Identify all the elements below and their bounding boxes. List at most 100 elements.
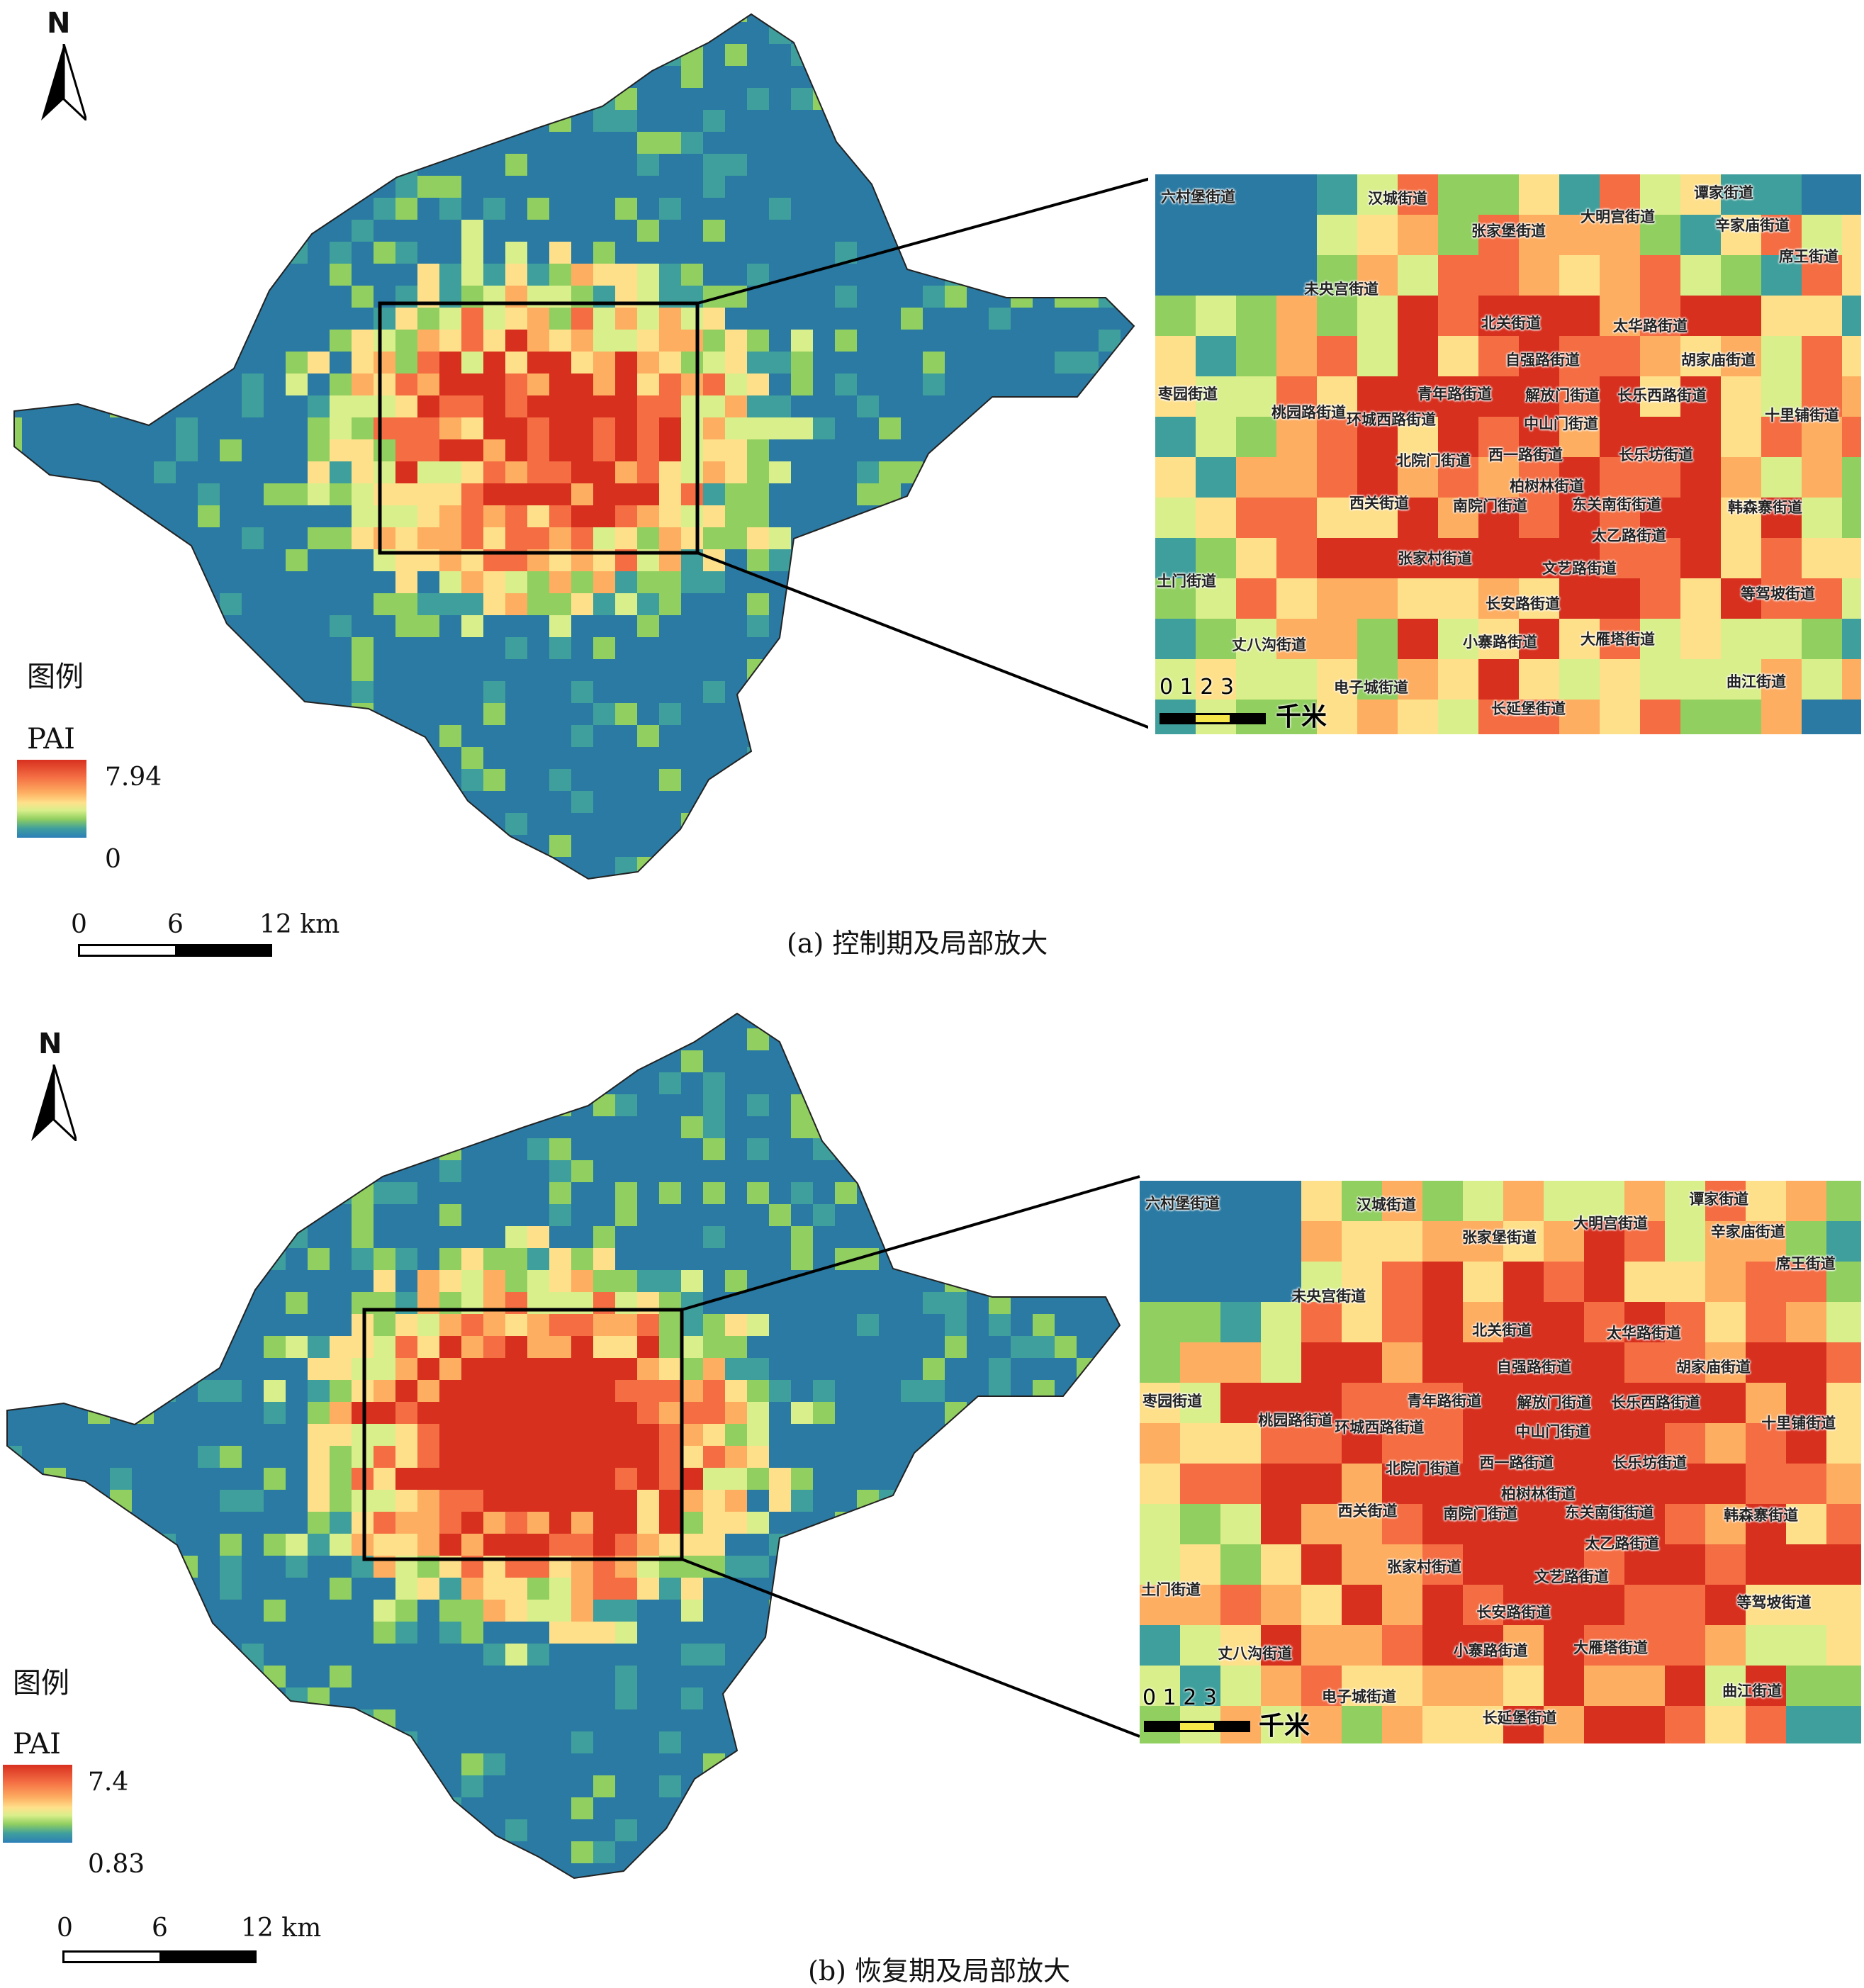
street-label: 丈八沟街道 [1232, 636, 1306, 653]
street-label: 等驾坡街道 [1736, 1593, 1812, 1611]
scale-label-12: 12 km [241, 1914, 322, 1943]
street-label: 谭家街道 [1694, 184, 1753, 201]
street-label: 长延堡街道 [1482, 1709, 1557, 1726]
street-label: 席王街道 [1775, 1254, 1836, 1272]
street-label: 北院门街道 [1396, 452, 1471, 469]
street-label: 长延堡街道 [1491, 700, 1566, 717]
main-map-a [13, 13, 1148, 880]
street-label: 柏树林街道 [1501, 1486, 1576, 1503]
street-label: 大明宫街道 [1581, 208, 1655, 225]
street-label: 张家堡街道 [1461, 1229, 1537, 1247]
street-label: 北关街道 [1481, 315, 1541, 332]
inset-cells-a [1155, 174, 1861, 734]
street-label: 太华路街道 [1606, 1324, 1681, 1342]
street-label: 中山门街道 [1515, 1422, 1590, 1440]
street-label: 电子城街道 [1322, 1687, 1397, 1705]
street-label: 环城西路街道 [1335, 1418, 1425, 1436]
street-label: 长乐坊街道 [1619, 447, 1693, 464]
city-boundary-a [13, 13, 1135, 880]
inset-scale-bar [1160, 713, 1266, 724]
zoom-box-b [362, 1308, 684, 1561]
legend-variable: PAI [13, 1728, 61, 1760]
street-label: 桃园路街道 [1271, 404, 1346, 421]
inset-map-a: 六村堡街道 汉城街道 谭家街道大明宫街道张家堡街道 辛家庙街道未央宫街道 席王街道北关街… [1155, 174, 1861, 734]
inset-scale-nums: 0 1 2 3 [1142, 1685, 1217, 1710]
street-label: 六村堡街道 [1161, 189, 1235, 206]
caption-a: (a) 控制期及局部放大 [787, 928, 1048, 959]
street-label: 曲江街道 [1727, 673, 1786, 690]
street-label: 小寨路街道 [1453, 1642, 1528, 1660]
street-label: 太乙路街道 [1592, 527, 1666, 544]
legend-color-ramp [17, 760, 86, 838]
scale-label-0: 0 [57, 1914, 73, 1943]
street-label: 大明宫街道 [1573, 1215, 1648, 1232]
legend-min: 0.83 [88, 1850, 145, 1879]
street-label: 汉城街道 [1357, 1196, 1416, 1214]
street-label: 桃园路街道 [1258, 1411, 1333, 1429]
street-label: 东关南街街道 [1572, 496, 1661, 513]
north-arrow-icon [41, 44, 86, 120]
street-label: 柏树林街道 [1510, 478, 1584, 495]
north-label: N [47, 7, 71, 40]
inset-scale-unit: 千米 [1276, 702, 1327, 731]
street-label: 文艺路街道 [1534, 1568, 1609, 1585]
street-label: 长安路街道 [1486, 595, 1560, 612]
legend-title: 图例 [13, 1667, 69, 1700]
scale-bar [78, 944, 272, 957]
street-label: 自强路街道 [1505, 352, 1580, 369]
zoom-line-bottom-a [697, 551, 1148, 729]
scale-label-12: 12 km [259, 910, 340, 939]
zoom-line-bottom-b [681, 1558, 1140, 1738]
scale-label-6: 6 [152, 1914, 168, 1943]
inset-scale-bar [1144, 1721, 1250, 1732]
scale-label-6: 6 [167, 910, 184, 939]
street-label: 未央宫街道 [1304, 281, 1379, 298]
street-label: 张家堡街道 [1471, 223, 1546, 240]
street-label: 西关街道 [1349, 495, 1409, 512]
legend-title: 图例 [27, 661, 84, 693]
street-label: 长乐西路街道 [1611, 1394, 1701, 1412]
street-label: 大雁塔街道 [1581, 631, 1655, 648]
street-label: 中山门街道 [1524, 415, 1598, 432]
street-label: 十里铺街道 [1761, 1414, 1836, 1432]
street-label: 张家村街道 [1386, 1558, 1461, 1576]
legend-max: 7.94 [105, 763, 162, 792]
street-label: 汉城街道 [1368, 190, 1427, 207]
zoom-line-top-b [681, 1175, 1140, 1311]
street-label: 解放门街道 [1517, 1394, 1592, 1412]
street-label: 辛家庙街道 [1710, 1223, 1785, 1241]
street-label: 北院门街道 [1385, 1459, 1460, 1477]
street-label: 胡家庙街道 [1681, 352, 1756, 369]
street-label: 席王街道 [1779, 248, 1838, 265]
street-label: 韩森寨街道 [1728, 499, 1802, 516]
scale-bar [62, 1950, 257, 1963]
street-label: 青年路街道 [1407, 1393, 1482, 1410]
street-label: 长乐坊街道 [1612, 1454, 1688, 1471]
street-label: 青年路街道 [1417, 386, 1492, 403]
street-label: 曲江街道 [1722, 1682, 1782, 1700]
street-label: 太乙路街道 [1585, 1535, 1660, 1553]
street-label: 北关街道 [1472, 1321, 1532, 1339]
inset-map-b: 六村堡街道 汉城街道 谭家街道 大明宫街道 张家堡街道 辛家庙街道 未央宫街道 席王街道 北关街… [1140, 1181, 1861, 1743]
zoom-line-top-a [697, 177, 1148, 305]
street-label: 谭家街道 [1689, 1191, 1749, 1208]
street-label: 韩森寨街道 [1724, 1507, 1799, 1524]
street-label: 长安路街道 [1476, 1603, 1551, 1621]
street-label: 小寨路街道 [1463, 634, 1537, 651]
street-label: 太华路街道 [1613, 318, 1688, 335]
street-label: 胡家庙街道 [1675, 1359, 1751, 1376]
street-label: 土门街道 [1157, 573, 1216, 590]
street-label: 南院门街道 [1453, 498, 1527, 515]
street-label: 大雁塔街道 [1573, 1639, 1648, 1657]
street-label: 西一路街道 [1479, 1454, 1554, 1471]
zoom-box-a [378, 301, 700, 555]
street-label: 环城西路街道 [1347, 411, 1436, 428]
street-label: 丈八沟街道 [1218, 1645, 1293, 1663]
street-label: 辛家庙街道 [1715, 217, 1790, 234]
street-label: 东关南街街道 [1564, 1504, 1654, 1522]
legend-min: 0 [105, 845, 121, 874]
north-arrow-icon [31, 1065, 77, 1141]
caption-b: (b) 恢复期及局部放大 [808, 1955, 1071, 1987]
legend-variable: PAI [27, 723, 75, 756]
street-label: 张家村街道 [1398, 550, 1472, 567]
